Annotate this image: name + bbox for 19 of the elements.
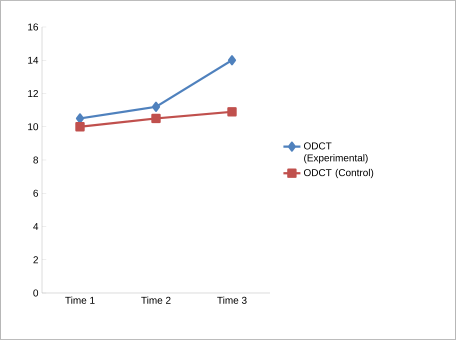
y-tick-label: 0	[33, 289, 38, 297]
y-tick-label: 16	[28, 23, 38, 31]
point	[152, 102, 160, 112]
y-tick-label: 6	[33, 190, 38, 197]
point	[75, 122, 85, 132]
x-tick-label: Time 2	[141, 296, 171, 304]
y-tick-label: 10	[28, 123, 38, 130]
x-tick-label: Time 3	[217, 296, 247, 304]
x-tick-label: Time 1	[65, 296, 95, 304]
y-tick-label: 14	[28, 56, 38, 64]
legend-label: ODCT (Control)	[304, 168, 374, 178]
point	[227, 107, 237, 116]
y-tick-label: 2	[33, 256, 38, 264]
y-tick-label: 4	[33, 223, 38, 230]
y-tick-label: 12	[28, 90, 38, 97]
legend-label: ODCT (Experimental)	[304, 142, 368, 164]
point	[228, 55, 236, 66]
y-tick-label: 8	[33, 156, 38, 164]
point	[151, 114, 161, 124]
